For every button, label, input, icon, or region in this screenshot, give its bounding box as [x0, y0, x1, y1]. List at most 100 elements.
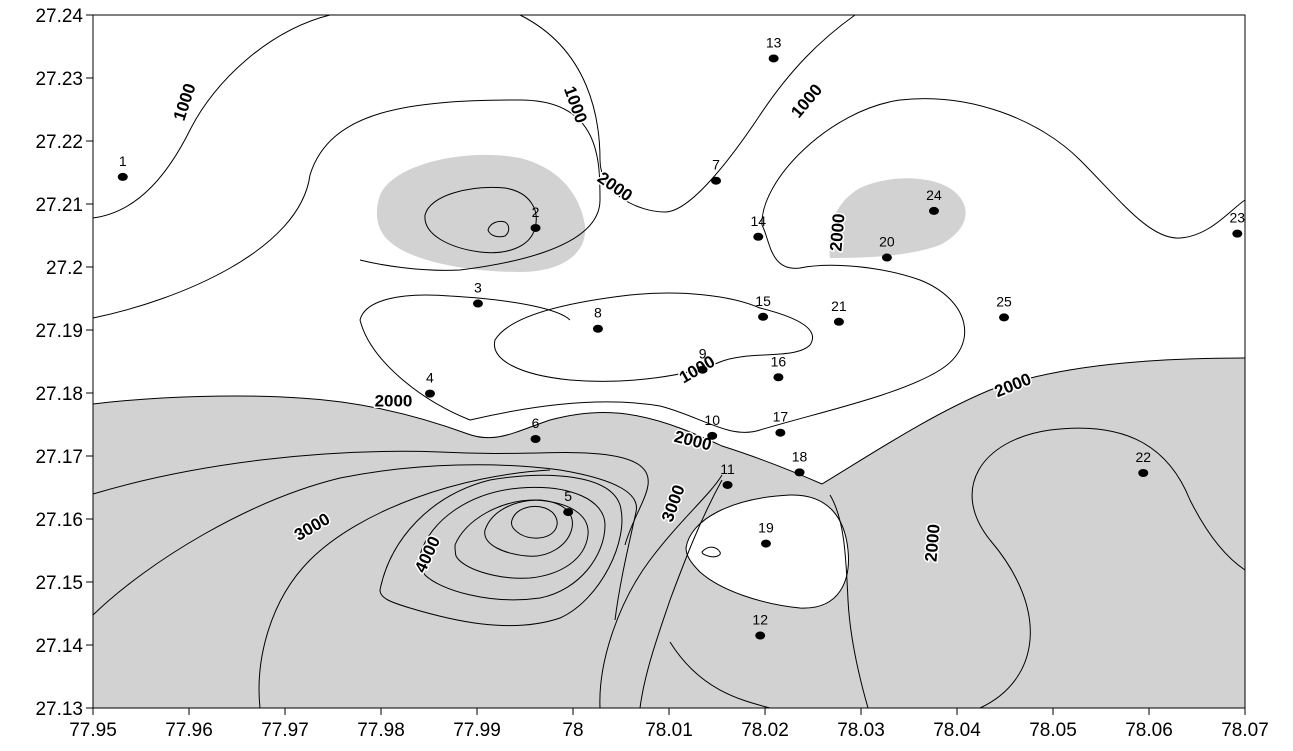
- station-label: 20: [879, 234, 895, 250]
- contour-south-3000-b: [639, 479, 723, 709]
- station-label: 11: [720, 461, 735, 477]
- contour-2000-southeast: [971, 427, 1246, 709]
- station-label: 19: [758, 520, 774, 536]
- contour-station-2-core: [487, 220, 510, 238]
- station-point: [711, 176, 722, 185]
- station-label: 6: [532, 415, 540, 431]
- station-label: 5: [564, 488, 572, 504]
- station-point: [472, 299, 483, 308]
- station-point: [1138, 469, 1149, 478]
- x-tick-label: 78.05: [1029, 720, 1077, 741]
- contour-south-2000-b: [599, 474, 723, 709]
- y-tick-label: 27.22: [35, 132, 83, 153]
- station-label: 25: [996, 293, 1012, 309]
- contour-1000-northwest: [92, 14, 331, 219]
- station-label: 10: [704, 412, 720, 428]
- station-point: [117, 172, 128, 181]
- contour-4000-outer: [379, 474, 623, 627]
- contour-1000-central-ring: [359, 294, 571, 321]
- station-label: 3: [474, 280, 482, 296]
- station-label: 23: [1230, 210, 1246, 226]
- station-point: [697, 365, 708, 374]
- station-label: 1: [119, 153, 127, 169]
- x-tick-label: 78.01: [645, 720, 693, 741]
- y-tick-label: 27.19: [35, 321, 83, 342]
- x-tick-label: 77.97: [261, 720, 309, 741]
- station-point: [773, 373, 784, 382]
- contour-south-east: [669, 641, 771, 709]
- x-tick-label: 77.99: [453, 720, 501, 741]
- shaded-region-south: [93, 358, 1245, 708]
- y-tick-label: 27.16: [35, 510, 83, 531]
- station-point: [1232, 229, 1243, 238]
- station-point: [794, 468, 805, 477]
- contour-station-19-core: [701, 546, 721, 558]
- contour-value-label: 1000: [170, 81, 200, 123]
- station-point: [530, 223, 541, 232]
- contour-value-label: 2000: [921, 523, 943, 562]
- y-tick-label: 27.2: [46, 258, 83, 279]
- station-label: 21: [831, 298, 847, 314]
- contour-5000-inner: [511, 506, 558, 539]
- y-tick-label: 27.24: [35, 6, 83, 27]
- contour-value-label: 1000: [560, 84, 591, 126]
- contour-3000-west: [92, 450, 649, 546]
- x-tick-label: 77.96: [165, 720, 213, 741]
- contour-1000-inner: [493, 292, 813, 382]
- contour-4000-inner: [454, 499, 589, 579]
- contour-value-label: 1000: [676, 352, 718, 387]
- y-tick-label: 27.15: [35, 573, 83, 594]
- station-label: 7: [712, 157, 720, 173]
- y-tick-label: 27.23: [35, 69, 83, 90]
- x-tick-label: 78.03: [837, 720, 885, 741]
- x-tick-label: 78.07: [1221, 720, 1269, 741]
- x-tick-label: 77.95: [69, 720, 117, 741]
- station-label: 4: [426, 370, 434, 386]
- station-point: [881, 253, 892, 262]
- station-point: [722, 480, 733, 489]
- station-point: [758, 312, 769, 321]
- contour-3000-southwest: [92, 464, 637, 621]
- x-tick-label: 78.06: [1125, 720, 1173, 741]
- station-label: 2: [532, 204, 540, 220]
- contour-2000-west: [92, 357, 1246, 485]
- shaded-region-station-2: [376, 154, 586, 272]
- y-tick-label: 27.21: [35, 195, 83, 216]
- contour-value-label: 1000: [787, 80, 826, 121]
- station-point: [707, 431, 718, 440]
- station-label: 24: [926, 187, 942, 203]
- station-point: [928, 206, 939, 215]
- contour-1000-north: [519, 14, 856, 213]
- contour-5000-outer: [484, 499, 573, 557]
- y-tick-label: 27.13: [35, 699, 83, 720]
- station-label: 8: [594, 305, 602, 321]
- contour-1000-northeast: [92, 99, 601, 319]
- shaded-region-station-24: [829, 178, 966, 258]
- unshaded-pocket-station-19: [685, 494, 849, 609]
- station-label: 22: [1135, 449, 1151, 465]
- station-point: [424, 389, 435, 398]
- y-tick-label: 27.14: [35, 636, 83, 657]
- station-label: 13: [766, 34, 782, 50]
- station-label: 9: [699, 346, 707, 362]
- x-tick-label: 78: [562, 720, 583, 741]
- axis-ticks: 77.95 77.96 77.97 77.98 77.99 78 78.01 78.02 78.…: [35, 6, 1268, 741]
- station-point: [833, 317, 844, 326]
- station-point: [775, 428, 786, 437]
- contour-4000-middle: [419, 486, 606, 601]
- station-markers: 1234567891011121314151617181920212223242…: [117, 34, 1246, 640]
- station-label: 18: [792, 448, 808, 464]
- station-point: [755, 631, 766, 640]
- shaded-regions: [93, 154, 1245, 708]
- contour-lines: [92, 14, 1246, 709]
- station-label: 15: [755, 293, 771, 309]
- station-point: [768, 54, 779, 63]
- y-tick-label: 27.17: [35, 447, 83, 468]
- station-point: [760, 539, 771, 548]
- contour-value-label: 2000: [375, 392, 413, 411]
- x-tick-label: 78.02: [741, 720, 789, 741]
- station-point: [592, 324, 603, 333]
- y-tick-label: 27.18: [35, 384, 83, 405]
